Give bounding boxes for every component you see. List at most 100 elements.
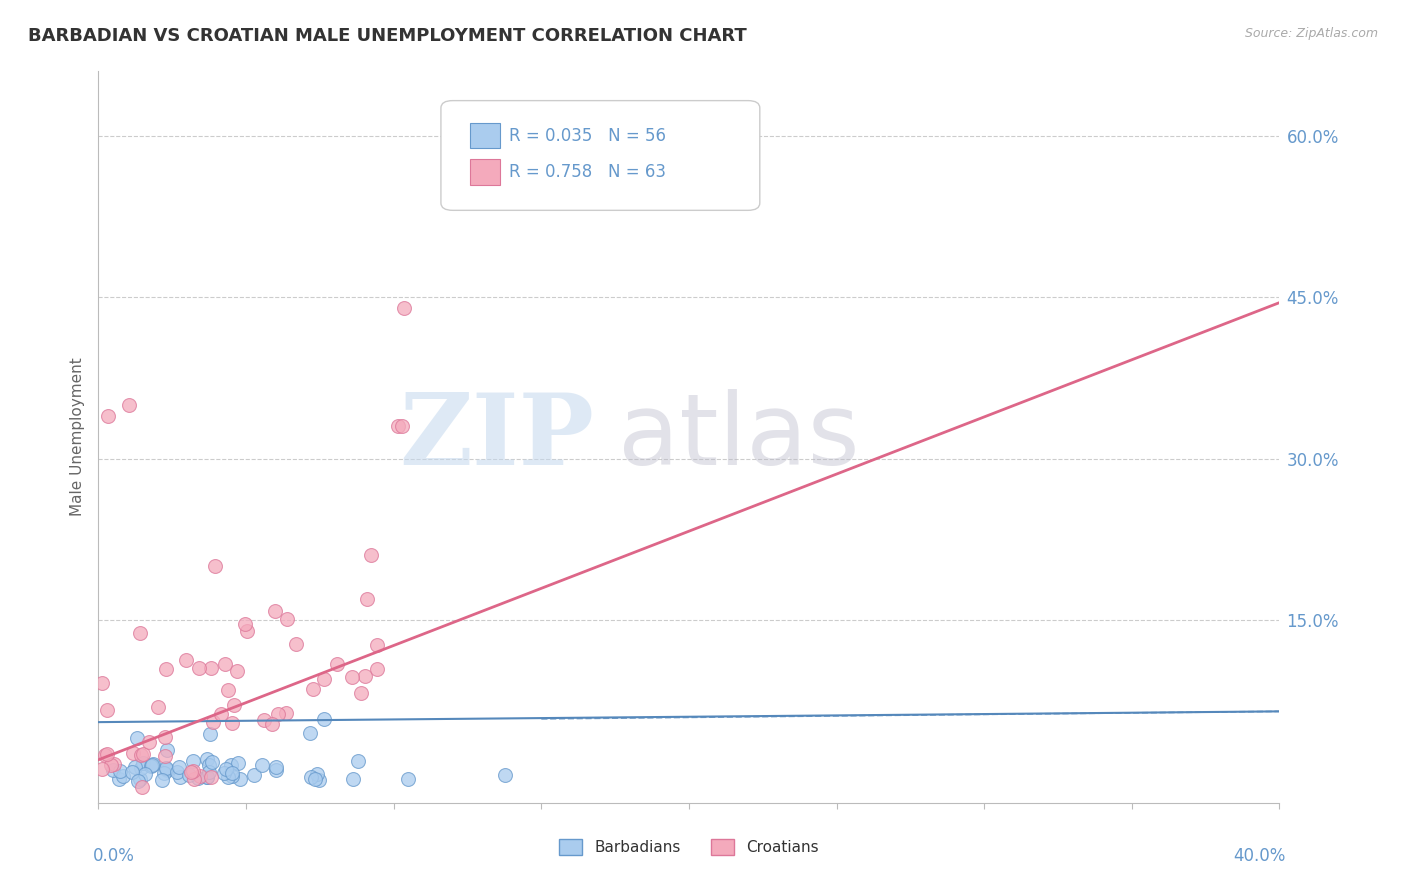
Point (179, 767, 201, 781)
Point (155, 662, 177, 676)
Point (183, 772, 205, 786)
Point (198, 764, 221, 779)
Point (131, 780, 153, 794)
Point (108, 764, 131, 778)
Point (221, 716, 243, 731)
Point (129, 761, 152, 775)
Point (94, 747, 117, 762)
Point (127, 774, 149, 789)
Point (219, 758, 242, 772)
Point (356, 592, 378, 607)
Point (391, 419, 413, 434)
Point (141, 758, 163, 772)
Point (267, 707, 290, 722)
Point (108, 772, 131, 787)
Point (243, 768, 266, 782)
Text: atlas: atlas (619, 389, 859, 485)
FancyBboxPatch shape (471, 159, 501, 185)
Point (169, 760, 191, 774)
Point (274, 706, 297, 720)
Point (188, 769, 211, 783)
Point (97, 409, 120, 423)
Point (347, 754, 370, 768)
Point (260, 717, 283, 731)
Point (121, 765, 143, 780)
Point (180, 765, 202, 780)
Point (132, 756, 155, 770)
Point (127, 731, 149, 746)
Point (360, 549, 382, 563)
Point (124, 760, 146, 774)
Point (201, 715, 224, 730)
Point (152, 766, 174, 780)
Point (121, 747, 143, 761)
Point (129, 626, 152, 640)
Point (200, 661, 222, 675)
Point (174, 653, 197, 667)
Point (142, 757, 165, 772)
Point (103, 818, 125, 832)
Point (276, 612, 298, 626)
Point (150, 773, 173, 788)
Point (129, 772, 152, 786)
Point (91, 676, 114, 690)
Point (209, 707, 232, 722)
Text: R = 0.035   N = 56: R = 0.035 N = 56 (509, 127, 666, 145)
Point (132, 747, 155, 762)
Point (350, 686, 373, 700)
Point (198, 758, 221, 772)
Point (264, 760, 287, 774)
Point (187, 771, 209, 785)
Point (299, 770, 322, 784)
Point (284, 637, 307, 651)
Point (141, 759, 163, 773)
Text: ZIP: ZIP (399, 389, 595, 485)
Point (181, 764, 204, 779)
Point (264, 604, 287, 618)
FancyBboxPatch shape (471, 122, 501, 148)
Point (96, 747, 118, 761)
Point (129, 747, 152, 762)
Point (96, 702, 118, 716)
Point (233, 617, 256, 632)
Point (142, 848, 165, 863)
Point (264, 763, 287, 777)
Point (181, 754, 204, 768)
Point (252, 713, 274, 727)
Point (166, 764, 188, 779)
Point (214, 766, 236, 780)
Text: Source: ZipAtlas.com: Source: ZipAtlas.com (1244, 27, 1378, 40)
Point (226, 756, 249, 771)
Point (155, 761, 177, 775)
Point (217, 683, 239, 698)
Point (195, 752, 218, 766)
Point (100, 758, 122, 772)
Point (325, 657, 347, 671)
Point (156, 743, 179, 757)
Point (200, 771, 222, 785)
Point (250, 758, 273, 772)
Point (169, 770, 191, 784)
Point (134, 766, 156, 780)
Point (155, 762, 177, 776)
Point (195, 770, 218, 784)
Point (217, 770, 239, 784)
Point (387, 419, 409, 434)
Point (494, 767, 516, 781)
Point (312, 712, 335, 726)
Point (200, 756, 222, 770)
Point (396, 772, 419, 786)
Point (366, 638, 388, 652)
Point (229, 772, 252, 787)
Point (187, 661, 209, 675)
Point (118, 398, 141, 412)
Y-axis label: Male Unemployment: Male Unemployment (69, 358, 84, 516)
Point (94, 822, 117, 837)
Point (214, 657, 236, 672)
Point (155, 749, 177, 764)
Legend: Barbadians, Croatians: Barbadians, Croatians (553, 833, 825, 861)
Point (366, 662, 388, 676)
Point (226, 665, 249, 679)
Point (340, 670, 363, 684)
Point (353, 669, 375, 683)
